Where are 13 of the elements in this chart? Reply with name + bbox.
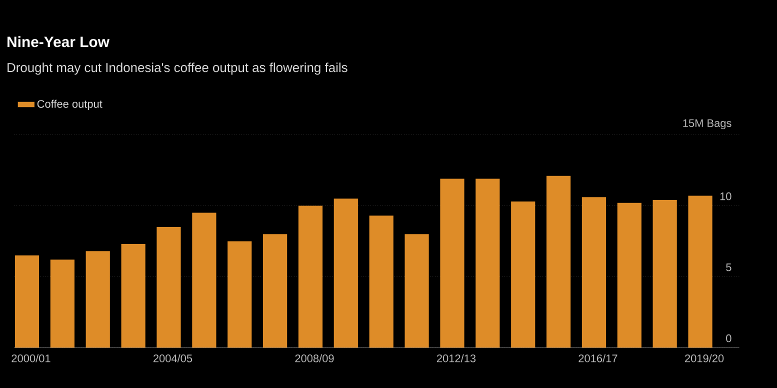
- y-tick-label: 15M Bags: [683, 119, 732, 130]
- legend-label: Coffee output: [37, 100, 102, 110]
- x-tick-label: 2004/05: [153, 354, 192, 362]
- y-tick-label: 0: [726, 334, 732, 342]
- x-tick-label: 2000/01: [12, 354, 50, 362]
- y-tick-label: 5: [726, 264, 732, 272]
- chart-subtitle: Drought may cut Indonesia's coffee output as flowering fails: [8, 62, 348, 75]
- y-tick-label: 10: [720, 192, 732, 200]
- x-tick-label: 2012/13: [436, 354, 476, 362]
- x-tick-label: 2008/09: [295, 354, 334, 362]
- x-tick-label: 2016/17: [578, 354, 618, 362]
- chart-title: Nine-Year Low: [8, 36, 110, 48]
- x-tick-label: 2019/20: [685, 354, 724, 362]
